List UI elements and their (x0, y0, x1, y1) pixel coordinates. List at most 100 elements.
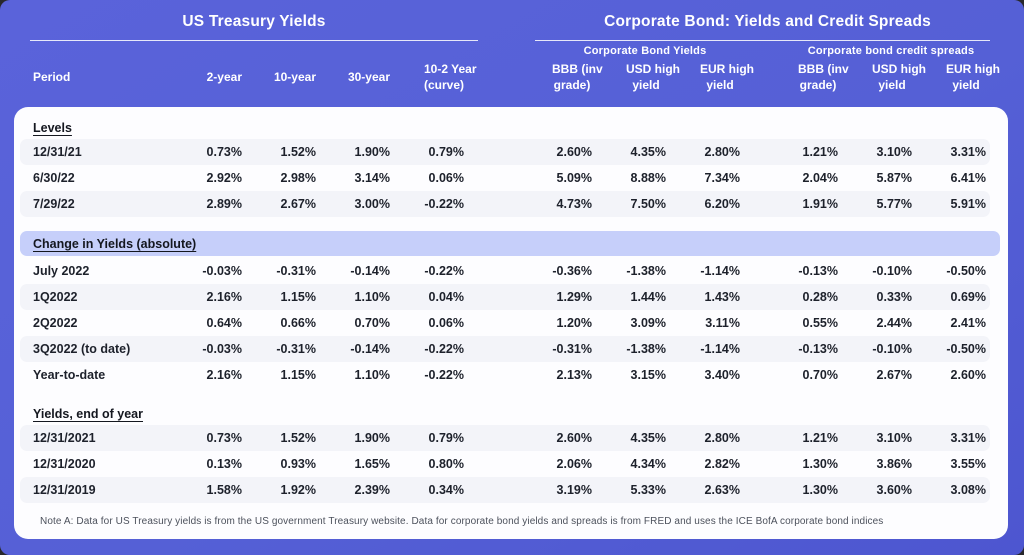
column-header-eur-high-yield: EUR high yield (666, 62, 754, 93)
table-row-grid: 2Q2022 0.64% 0.66% 0.70% 0.06% 1.20% 3.09% 3.11… (33, 316, 986, 330)
cell-value: 2.39% (354, 483, 390, 497)
table-row: 12/31/21 0.73% 1.52% 1.90% 0.79% 2.60% 4.35% 2.… (20, 139, 990, 165)
row-period: 6/30/22 (33, 171, 75, 185)
cell-value: 1.43% (704, 290, 740, 304)
cell-value: 0.06% (428, 171, 464, 185)
column-header-label: 10-2 Year (424, 62, 477, 77)
column-header-10-year: 10-year (242, 70, 316, 86)
section-title: Change in Yields (absolute) (33, 236, 197, 251)
cell-value: -0.13% (798, 342, 838, 356)
column-header-2-year: 2-year (168, 70, 242, 86)
cell-value: -0.14% (350, 342, 390, 356)
table-row: 2Q2022 0.64% 0.66% 0.70% 0.06% 1.20% 3.09% 3.11… (20, 310, 990, 336)
cell-value: 1.52% (280, 145, 316, 159)
cell-value: 3.08% (950, 483, 986, 497)
column-header-bbb-spread: BBB (inv grade) (764, 62, 849, 93)
cell-value: 2.13% (556, 368, 592, 382)
section-header: Levels (33, 116, 1008, 139)
cell-value: 0.33% (876, 290, 912, 304)
cell-value: -0.50% (946, 264, 986, 278)
column-header-label: 2-year (206, 70, 242, 85)
cell-value: 0.55% (802, 316, 838, 330)
cell-value: 2.82% (704, 457, 740, 471)
cell-value: -0.03% (202, 264, 242, 278)
cell-value: 5.91% (950, 197, 986, 211)
cell-value: 2.89% (206, 197, 242, 211)
column-header-label: USD high (626, 62, 680, 77)
cell-value: 3.14% (354, 171, 390, 185)
cell-value: 0.66% (280, 316, 316, 330)
table-row-grid: 1Q2022 2.16% 1.15% 1.10% 0.04% 1.29% 1.44% 1.43… (33, 290, 986, 304)
table-section: Yields, end of year 12/31/2021 0.73% 1.52% 1… (14, 402, 1008, 503)
table-row: 3Q2022 (to date) -0.03% -0.31% -0.14% -0.22%… (20, 336, 990, 362)
cell-value: 3.11% (705, 316, 740, 330)
cell-value: 0.69% (950, 290, 986, 304)
cell-value: 3.10% (876, 431, 912, 445)
row-period: 12/31/2019 (33, 483, 96, 497)
table-row-grid: 12/31/2019 1.58% 1.92% 2.39% 0.34% 3.19% 5.33%… (33, 483, 986, 497)
cell-value: -0.50% (946, 342, 986, 356)
cell-value: 1.90% (354, 145, 390, 159)
column-header-usd-high-spread: USD high yield (838, 62, 926, 93)
section-title: Levels (33, 120, 72, 135)
cell-value: 1.52% (280, 431, 316, 445)
cell-value: -0.10% (872, 264, 912, 278)
row-period: 12/31/2020 (33, 457, 96, 471)
cell-value: 6.41% (950, 171, 986, 185)
cell-value: 5.77% (876, 197, 912, 211)
cell-value: 2.41% (950, 316, 986, 330)
row-period: 1Q2022 (33, 290, 78, 304)
cell-value: 4.35% (630, 145, 666, 159)
table-row: Year-to-date 2.16% 1.15% 1.10% -0.22% 2.13% 3.… (20, 362, 990, 388)
section-header-highlighted: Change in Yields (absolute) (20, 231, 1000, 256)
cell-value: 3.55% (950, 457, 986, 471)
row-period: 12/31/2021 (33, 431, 96, 445)
cell-value: 3.00% (354, 197, 390, 211)
cell-value: 1.91% (802, 197, 838, 211)
table-row: 12/31/2019 1.58% 1.92% 2.39% 0.34% 3.19% 5.33%… (20, 477, 990, 503)
cell-value: 8.88% (630, 171, 666, 185)
cell-value: 7.50% (630, 197, 666, 211)
cell-value: 1.29% (556, 290, 592, 304)
table-row-grid: 12/31/2020 0.13% 0.93% 1.65% 0.80% 2.06% 4.34%… (33, 457, 986, 471)
section-title: Yields, end of year (33, 406, 143, 421)
column-header-label: grade) (799, 78, 837, 92)
cell-value: -0.13% (798, 264, 838, 278)
cell-value: 2.67% (876, 368, 912, 382)
cell-value: 3.10% (876, 145, 912, 159)
cell-value: 1.20% (556, 316, 592, 330)
table-row-grid: 12/31/2021 0.73% 1.52% 1.90% 0.79% 2.60% 4.35%… (33, 431, 986, 445)
cell-value: 2.16% (206, 290, 242, 304)
cell-value: -0.22% (424, 368, 464, 382)
table-row: 12/31/2020 0.13% 0.93% 1.65% 0.80% 2.06% 4.34%… (20, 451, 990, 477)
column-header-label: BBB (inv (552, 62, 603, 77)
cell-value: -0.10% (872, 342, 912, 356)
cell-value: 0.34% (428, 483, 464, 497)
column-header-label: BBB (inv (798, 62, 849, 77)
cell-value: -1.38% (626, 342, 666, 356)
cell-value: 0.70% (354, 316, 390, 330)
cell-value: -1.14% (700, 264, 740, 278)
cell-value: 2.04% (802, 171, 838, 185)
cell-value: 4.73% (556, 197, 592, 211)
cell-value: 0.73% (206, 431, 242, 445)
column-header-period: Period (33, 70, 71, 85)
table-row-grid: 3Q2022 (to date) -0.03% -0.31% -0.14% -0.22%… (33, 342, 986, 356)
cell-value: 0.64% (206, 316, 242, 330)
cell-value: 3.09% (630, 316, 666, 330)
cell-value: 1.58% (206, 483, 242, 497)
table-row-grid: 7/29/22 2.89% 2.67% 3.00% -0.22% 4.73% 7.50% 6.… (33, 197, 986, 211)
row-period: 12/31/21 (33, 145, 82, 159)
cell-value: 4.35% (630, 431, 666, 445)
column-header-label: yield (632, 78, 660, 92)
cell-value: 0.13% (206, 457, 242, 471)
cell-value: 6.20% (704, 197, 740, 211)
treasury-yields-title: US Treasury Yields (30, 13, 478, 41)
cell-value: 1.10% (354, 368, 390, 382)
table-section: Change in Yields (absolute) July 2022 -0.0… (14, 231, 1008, 388)
table-body: Levels 12/31/21 0.73% 1.52% 1.90% 0.79% 2.60% 4… (14, 116, 1008, 503)
corporate-bond-title: Corporate Bond: Yields and Credit Spread… (535, 13, 990, 41)
cell-value: 1.30% (802, 483, 838, 497)
cell-value: -0.22% (424, 264, 464, 278)
column-header-label: 30-year (347, 70, 390, 85)
